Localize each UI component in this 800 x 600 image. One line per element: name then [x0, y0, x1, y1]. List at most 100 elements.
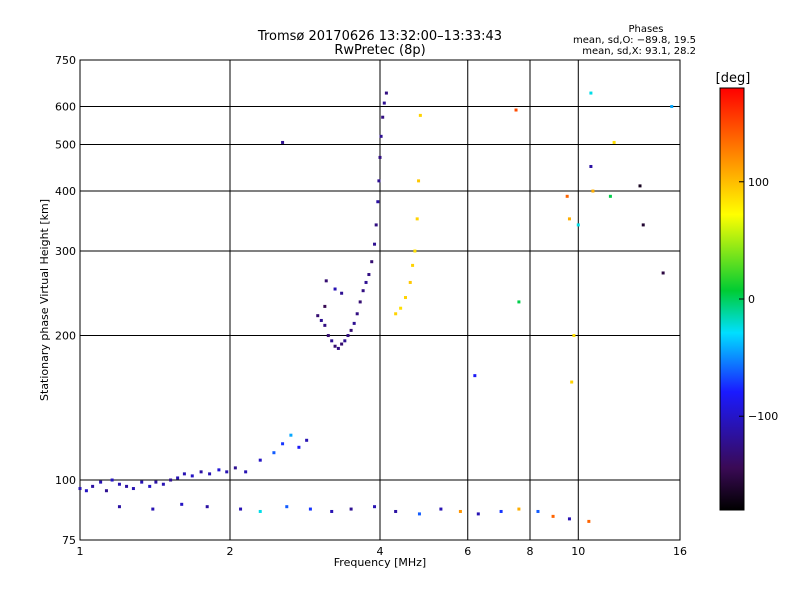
x-axis-label: Frequency [MHz]	[334, 556, 426, 569]
data-point	[517, 507, 521, 511]
data-point	[612, 140, 616, 144]
data-point	[589, 91, 593, 95]
data-point	[104, 489, 108, 493]
data-point	[161, 482, 165, 486]
data-point	[308, 507, 312, 511]
data-point	[281, 442, 285, 446]
data-point	[305, 438, 309, 442]
data-point	[591, 189, 595, 193]
data-point	[413, 249, 417, 253]
data-point	[91, 484, 95, 488]
data-point	[289, 433, 293, 437]
data-point	[572, 334, 576, 338]
data-point	[551, 514, 555, 518]
y-tick-label: 200	[55, 330, 76, 343]
data-point	[208, 472, 212, 476]
data-point	[418, 113, 422, 117]
data-point	[567, 217, 571, 221]
data-point	[125, 484, 129, 488]
data-point	[377, 179, 381, 183]
data-point	[565, 194, 569, 198]
data-point	[476, 512, 480, 516]
data-point	[417, 179, 421, 183]
data-point	[458, 509, 462, 513]
data-point	[297, 445, 301, 449]
y-ticks: 75 100 200 300 400 500 600 750	[55, 54, 76, 547]
x-tick-label: 4	[377, 545, 384, 558]
x-tick-label: 16	[673, 545, 687, 558]
data-point	[381, 115, 385, 119]
data-point	[355, 312, 359, 316]
data-point	[349, 328, 353, 332]
data-point	[408, 280, 412, 284]
data-point	[403, 296, 407, 300]
data-point	[374, 223, 378, 227]
colorbar-tick-label: 0	[748, 293, 755, 306]
y-tick-label: 300	[55, 245, 76, 258]
data-point	[587, 519, 591, 523]
colorbar-label: [deg]	[716, 71, 751, 86]
data-point	[333, 287, 337, 291]
data-point	[281, 140, 285, 144]
chart-title-line1: Tromsø 20170626 13:32:00–13:33:43	[257, 29, 502, 44]
data-point	[272, 451, 276, 455]
data-point	[570, 380, 574, 384]
data-point	[382, 101, 386, 105]
y-tick-label: 75	[62, 534, 76, 547]
x-tick-label: 6	[464, 545, 471, 558]
data-point	[217, 468, 221, 472]
data-point	[346, 334, 350, 338]
data-point	[439, 507, 443, 511]
data-point	[154, 480, 158, 484]
data-point	[151, 507, 155, 511]
data-point	[330, 509, 334, 513]
data-point	[340, 291, 344, 295]
data-point	[415, 217, 419, 221]
data-point	[190, 474, 194, 478]
data-point	[499, 509, 503, 513]
data-point	[110, 478, 114, 482]
data-point	[376, 200, 380, 204]
data-point	[399, 306, 403, 310]
data-point	[84, 489, 88, 493]
data-point	[180, 502, 184, 506]
data-point	[473, 374, 477, 378]
phases-stats-o: mean, sd,O: −89.8, 19.5	[573, 35, 696, 46]
data-point	[394, 509, 398, 513]
data-point	[336, 346, 340, 350]
grid-lines	[80, 60, 680, 540]
data-point	[140, 480, 144, 484]
data-point	[225, 470, 229, 474]
data-point	[343, 339, 347, 343]
data-point	[378, 155, 382, 159]
data-point	[99, 480, 103, 484]
data-point	[641, 223, 645, 227]
x-tick-label: 2	[227, 545, 234, 558]
data-point	[199, 470, 203, 474]
data-point	[373, 505, 377, 509]
plot-frame	[79, 59, 681, 541]
y-tick-label: 600	[55, 101, 76, 114]
data-point	[205, 505, 209, 509]
data-point	[661, 271, 665, 275]
data-point	[608, 194, 612, 198]
data-point	[148, 484, 152, 488]
y-tick-label: 750	[55, 54, 76, 67]
phases-stats-title: Phases	[628, 24, 663, 35]
data-point	[567, 517, 571, 521]
x-tick-label: 10	[571, 545, 585, 558]
data-point	[333, 344, 337, 348]
data-point	[370, 260, 374, 264]
data-point	[367, 273, 371, 277]
y-tick-label: 500	[55, 139, 76, 152]
data-point	[78, 487, 82, 491]
data-point	[324, 279, 328, 283]
chart-title-line2: RwPretec (8p)	[334, 43, 425, 58]
data-point	[244, 470, 248, 474]
data-point	[349, 507, 353, 511]
data-point	[319, 318, 323, 322]
data-point	[517, 300, 521, 304]
data-point	[638, 184, 642, 188]
data-point	[323, 323, 327, 327]
x-tick-label: 8	[527, 545, 534, 558]
